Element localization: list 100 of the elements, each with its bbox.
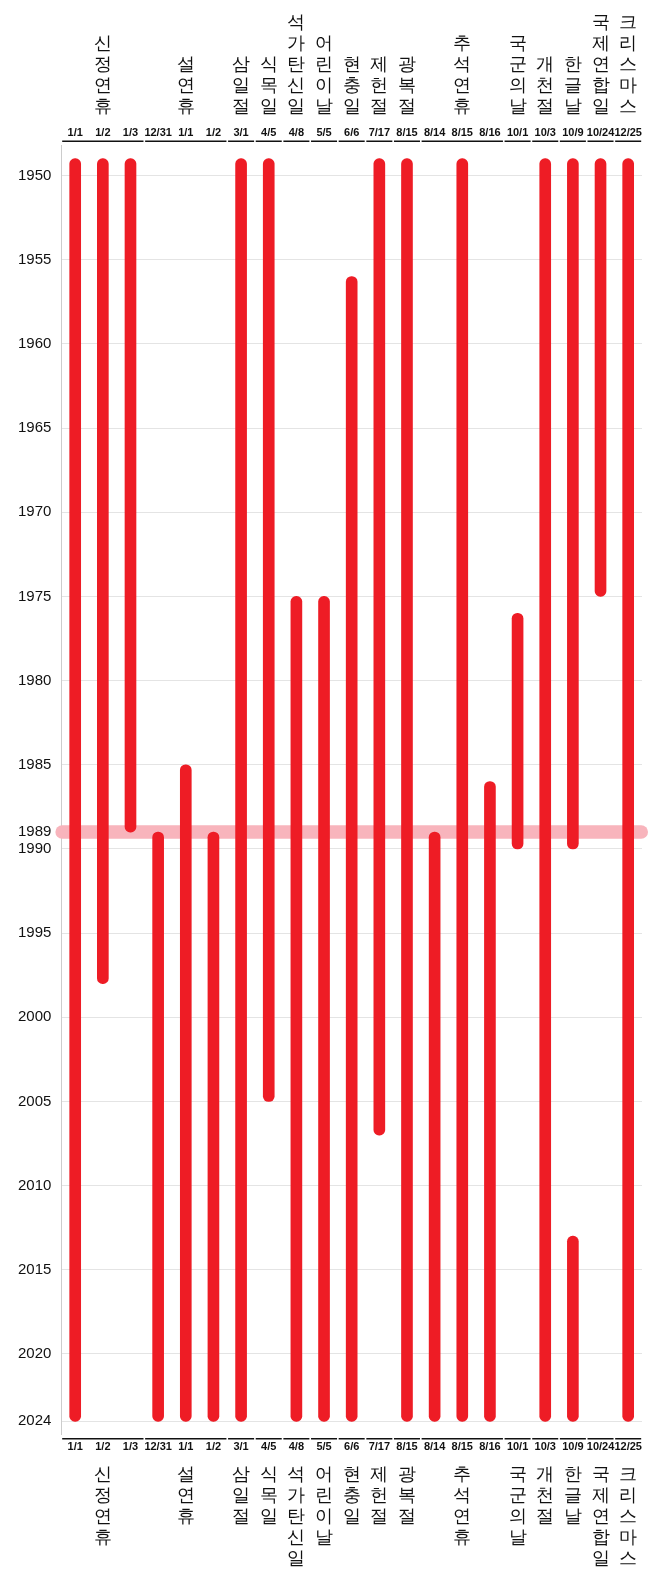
x-tick-label: 어린이날 [315,1463,334,1547]
category-label: 삼일절 [232,53,251,116]
category-label: 제헌절 [370,53,389,116]
x-tick-label: 제헌절 [370,1463,389,1526]
text: 8/14 [423,125,446,138]
bar [262,158,275,1102]
bar [97,158,109,984]
y-tick-label: 1965 [17,418,52,436]
y-tick-label: 2015 [17,1259,52,1277]
category-label: 국군의날 [508,32,527,116]
text: 1/2 [205,1440,222,1453]
text: 3/1 [233,1440,249,1453]
text: 10/1 [506,125,529,138]
category-label: 석가탄신일 [287,11,306,116]
bar [124,158,137,833]
text: 8/16 [479,125,501,138]
text: 1/1 [67,125,83,138]
category-label: 국제연합일 [591,11,610,116]
text: 10/3 [534,125,556,138]
bar [318,596,330,1422]
text: 4/8 [288,125,305,138]
category-label: 크리스마스 [619,11,638,116]
text: 8/15 [451,1440,473,1453]
text: 10/1 [506,1440,529,1453]
y-tick-label: 1980 [17,670,52,688]
bar [622,158,635,1422]
bar [456,158,469,1422]
text: 7/17 [368,1440,391,1453]
x-tick-label: 광복절 [397,1463,416,1526]
text: 1/2 [95,125,111,138]
text: 3/1 [233,125,249,138]
text: 4/8 [288,1440,305,1453]
category-label: 한글날 [563,53,582,116]
y-tick-label: 1970 [17,502,52,520]
text: 1/2 [205,125,222,138]
bar [69,158,82,1422]
bar [484,781,496,1422]
text: 6/6 [344,125,360,138]
category-label: 신정연휴 [93,32,112,116]
x-tick-label: 국제연합일 [591,1463,610,1568]
text: 4/5 [261,125,277,138]
text: 12/25 [614,125,642,138]
bar [567,1235,579,1422]
x-tick-label: 크리스마스 [619,1463,638,1568]
category-label: 현충일 [342,53,361,116]
x-tick-label: 추석연휴 [453,1463,472,1547]
text: 10/9 [562,1440,584,1453]
text: 1/1 [67,1440,83,1453]
text: 12/31 [144,1440,172,1453]
y-tick-label: 1955 [17,249,52,267]
bar [179,764,192,1422]
x-tick-label: 현충일 [342,1463,361,1526]
bar [401,158,413,1422]
text: 6/6 [344,1440,360,1453]
y-tick-label: 1985 [17,754,52,772]
category-label: 개천절 [536,53,555,116]
text: 5/5 [316,125,332,138]
x-tick-label: 삼일절 [232,1463,251,1526]
y-tick-label: 1950 [17,165,52,183]
y-tick-label: 1989 [17,822,52,840]
y-tick-label: 1995 [17,923,52,941]
bar [235,158,247,1422]
x-tick-label: 개천절 [536,1463,555,1526]
text: 1/1 [178,125,194,138]
text: 1/2 [95,1440,111,1453]
text: 8/15 [396,125,418,138]
text: 8/15 [396,1440,418,1453]
y-tick-label: 2000 [17,1007,52,1025]
bar [207,831,220,1422]
y-tick-label: 1990 [17,839,52,857]
bar [373,158,386,1136]
y-tick-label: 2005 [17,1091,52,1109]
text: 1/3 [122,1440,139,1453]
text: 5/5 [316,1440,332,1453]
text: 8/16 [479,1440,501,1453]
x-tick-label: 국군의날 [508,1463,527,1547]
y-tick-label: 1960 [17,334,52,351]
category-label: 광복절 [397,53,416,116]
text: 12/31 [144,125,172,138]
x-tick-label: 신정연휴 [93,1463,112,1547]
y-tick-label: 2010 [17,1175,52,1193]
text: 8/14 [423,1440,447,1453]
category-label: 어린이날 [315,32,334,116]
bar [594,158,607,597]
bar [290,596,303,1422]
text: 10/24 [586,125,615,138]
text: 8/15 [451,125,473,138]
x-tick-label: 석가탄신일 [287,1463,306,1568]
y-tick-label: 1975 [17,586,52,604]
x-tick-label: 설연휴 [176,1463,195,1526]
bar [511,612,524,850]
text: 1/1 [178,1440,194,1453]
x-tick-label: 한글날 [563,1463,582,1526]
category-label: 식목일 [259,53,278,116]
bar [428,831,441,1422]
text: 10/9 [562,125,584,138]
category-label: 추석연휴 [453,32,472,116]
bar [345,276,358,1422]
text: 10/3 [534,1440,556,1453]
y-tick-label: 2024 [17,1411,52,1429]
